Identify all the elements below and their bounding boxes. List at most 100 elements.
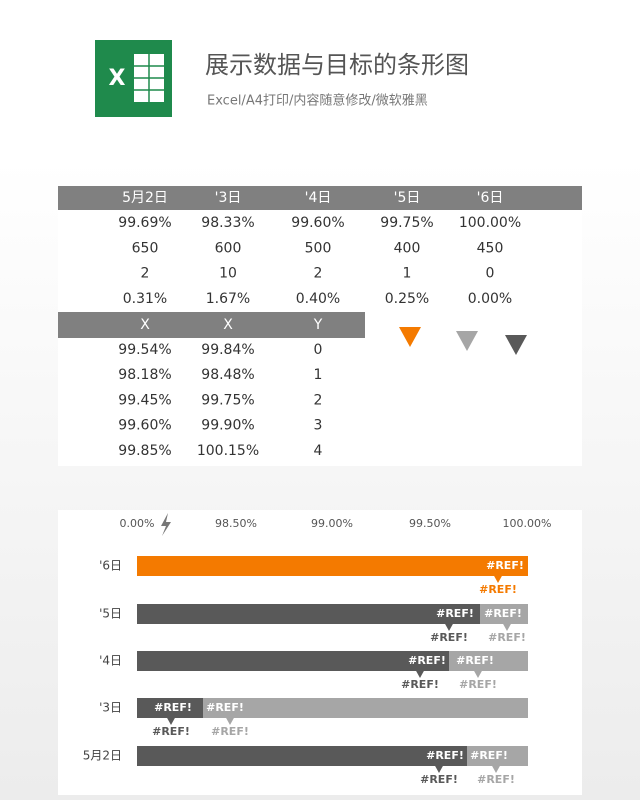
table-cell: 450 <box>477 240 504 256</box>
marker <box>415 669 425 678</box>
table2-header-cell: X <box>140 317 150 333</box>
table-cell: 100.00% <box>459 215 521 231</box>
axis-label: 98.50% <box>215 517 257 530</box>
content: 5月2日 '3日 '4日 '5日 '6日 99.69% 98.33% 99.60% 99.75%… <box>83 190 552 786</box>
table2-cell: 3 <box>314 418 323 434</box>
table-cell: 0.00% <box>468 291 512 307</box>
table2-cell: 100.15% <box>197 443 259 459</box>
table-cell: 0.40% <box>296 291 340 307</box>
table-cell: 2 <box>141 266 150 282</box>
table-cell: 99.75% <box>380 215 433 231</box>
table-header-cell: '4日 <box>305 190 332 206</box>
bar-segment <box>480 604 528 624</box>
table2-cell: 98.48% <box>201 367 254 383</box>
row-label: '4日 <box>99 654 122 668</box>
table-header-bg <box>58 186 582 210</box>
axis-label: 0.00% <box>120 517 155 530</box>
table-cell: 1 <box>403 266 412 282</box>
bar-segment <box>449 651 528 671</box>
row-label: '6日 <box>99 559 122 573</box>
table-header-cell: '3日 <box>215 190 242 206</box>
table-cell: 1.67% <box>206 291 250 307</box>
marker <box>225 716 235 725</box>
bar-segment <box>467 746 528 766</box>
excel-icon: X <box>95 40 172 117</box>
table-cell: 0 <box>486 266 495 282</box>
table2-cell: 99.90% <box>201 418 254 434</box>
table-header-cell: '6日 <box>477 190 504 206</box>
icon-letter: X <box>109 66 126 91</box>
marker-label: #REF! <box>479 583 517 596</box>
marker-label: #REF! <box>401 678 439 691</box>
table2-header-cell: Y <box>313 317 323 333</box>
bar-segment <box>137 746 467 766</box>
marker <box>166 716 176 725</box>
table2-header-cell: X <box>223 317 233 333</box>
axis-label: 100.00% <box>503 517 552 530</box>
bar-label: #REF! <box>486 559 524 572</box>
bar-label: #REF! <box>206 701 244 714</box>
table-cell: 2 <box>314 266 323 282</box>
table2-cell: 0 <box>314 342 323 358</box>
marker <box>473 669 483 678</box>
table2-cell: 4 <box>314 443 323 459</box>
table-cell: 99.60% <box>291 215 344 231</box>
table-cell: 650 <box>132 240 159 256</box>
subtitle: Excel/A4打印/内容随意修改/微软雅黑 <box>207 93 428 109</box>
marker-label: #REF! <box>430 631 468 644</box>
table2-cell: 98.18% <box>118 367 171 383</box>
table2-cell: 1 <box>314 367 323 383</box>
bar-label: #REF! <box>154 701 192 714</box>
row-label: 5月2日 <box>83 749 122 763</box>
marker <box>434 764 444 773</box>
icon-grid <box>134 54 164 102</box>
marker <box>444 622 454 631</box>
table2-cell: 99.75% <box>201 392 254 408</box>
axis-label: 99.50% <box>409 517 451 530</box>
table2-cell: 2 <box>314 392 323 408</box>
axis-label: 99.00% <box>311 517 353 530</box>
marker-label: #REF! <box>420 773 458 786</box>
table2-cell: 99.60% <box>118 418 171 434</box>
table-cell: 99.69% <box>118 215 171 231</box>
bar-segment <box>137 556 528 576</box>
bar-segment <box>137 698 203 718</box>
title: 展示数据与目标的条形图 <box>205 51 469 79</box>
table2-cell: 99.85% <box>118 443 171 459</box>
table2-header-bg <box>58 312 365 338</box>
table-cell: 0.25% <box>385 291 429 307</box>
table-header-cell: 5月2日 <box>122 190 168 206</box>
bar-segment <box>203 698 528 718</box>
table-cell: 98.33% <box>201 215 254 231</box>
row-label: '5日 <box>99 607 122 621</box>
axis-break-icon <box>161 513 171 536</box>
triangle-dark <box>505 335 527 355</box>
triangle-light <box>456 331 478 351</box>
bar-label: #REF! <box>470 749 508 762</box>
marker-label: #REF! <box>477 773 515 786</box>
marker <box>491 764 501 773</box>
marker-label: #REF! <box>488 631 526 644</box>
marker-label: #REF! <box>152 725 190 738</box>
table-cell: 400 <box>394 240 421 256</box>
bar-label: #REF! <box>408 654 446 667</box>
marker-label: #REF! <box>459 678 497 691</box>
marker-label: #REF! <box>211 725 249 738</box>
bar-label: #REF! <box>426 749 464 762</box>
table-header-cell: '5日 <box>394 190 421 206</box>
triangle-orange <box>399 327 421 347</box>
marker <box>502 622 512 631</box>
bar-label: #REF! <box>436 607 474 620</box>
table2-cell: 99.54% <box>118 342 171 358</box>
table2-cell: 99.84% <box>201 342 254 358</box>
marker <box>493 574 503 583</box>
row-label: '3日 <box>99 701 122 715</box>
table-cell: 0.31% <box>123 291 167 307</box>
bar-label: #REF! <box>484 607 522 620</box>
bar-segment <box>137 651 449 671</box>
bar-label: #REF! <box>456 654 494 667</box>
table-cell: 10 <box>219 266 237 282</box>
bar-segment <box>137 604 480 624</box>
table2-cell: 99.45% <box>118 392 171 408</box>
